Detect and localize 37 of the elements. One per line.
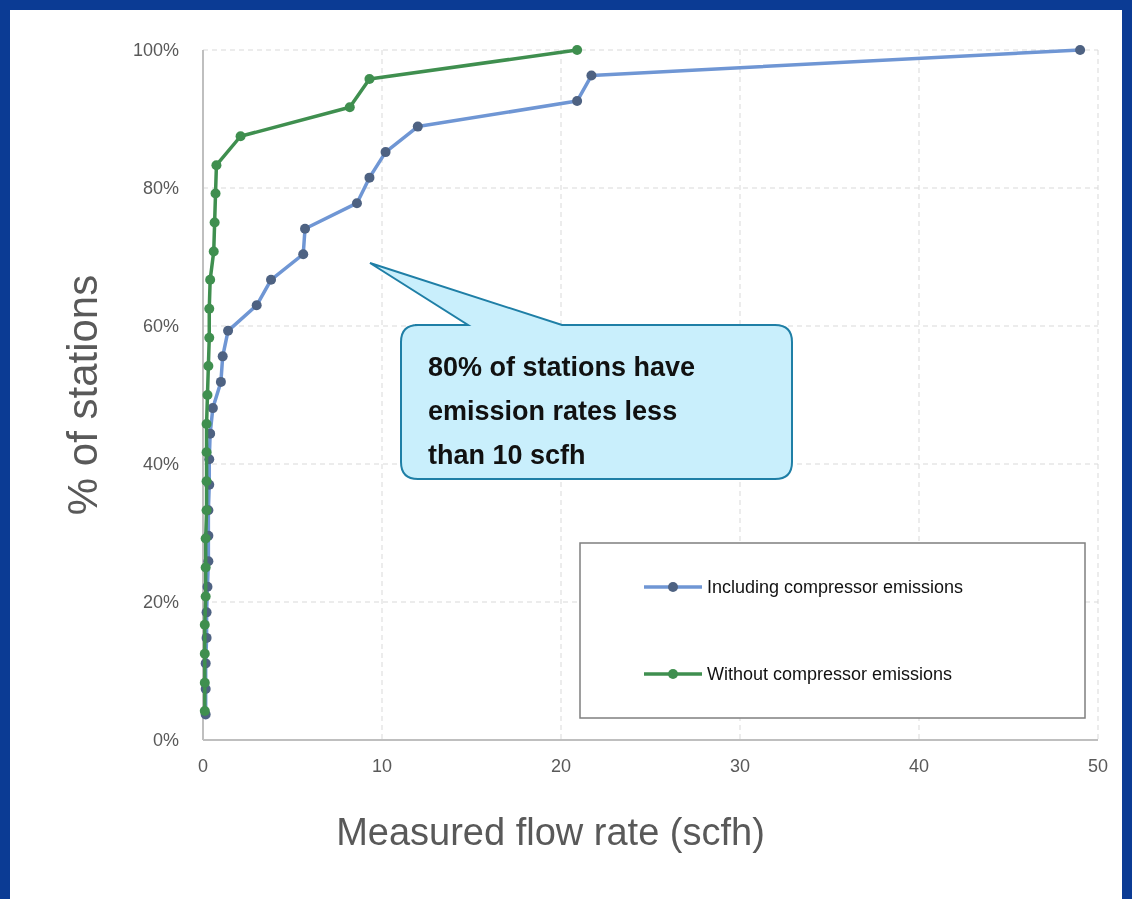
point xyxy=(204,303,215,314)
annotation: 80% of stations have emission rates less than 10 scfh xyxy=(428,352,696,470)
x-tick-label: 30 xyxy=(729,756,751,776)
y-tick-label: 60% xyxy=(142,316,179,337)
point xyxy=(208,246,219,257)
point xyxy=(201,418,212,429)
y-tick-label: 40% xyxy=(142,454,179,475)
point xyxy=(364,73,375,84)
x-tick-label: 10 xyxy=(371,756,393,776)
point xyxy=(200,562,211,573)
point xyxy=(572,45,583,55)
point xyxy=(344,102,355,113)
point xyxy=(199,677,210,688)
point xyxy=(205,274,216,285)
point xyxy=(202,390,213,400)
legend-label: Without compressor emissions xyxy=(707,664,953,685)
point xyxy=(204,332,215,343)
point xyxy=(201,447,212,458)
y-tick-label: 20% xyxy=(142,592,179,613)
point xyxy=(235,131,246,142)
y-axis-title: % of stations xyxy=(59,274,106,516)
x-tick-label: 20 xyxy=(550,756,572,776)
y-tick-label: 100% xyxy=(132,40,179,61)
x-tick-label: 40 xyxy=(908,756,930,776)
point xyxy=(211,160,222,171)
legend-label: Including compressor emissions xyxy=(707,577,964,598)
point xyxy=(199,648,210,659)
y-tick-label: 0% xyxy=(152,730,179,751)
point xyxy=(199,619,210,630)
x-tick-label: 0 xyxy=(197,756,209,776)
point xyxy=(209,217,220,228)
point xyxy=(203,361,214,372)
y-tick-label: 80% xyxy=(142,178,179,199)
point xyxy=(210,188,221,199)
x-tick-label: 50 xyxy=(1087,756,1109,776)
point xyxy=(200,591,211,602)
x-axis-title: Measured flow rate (scfh) xyxy=(336,811,765,853)
